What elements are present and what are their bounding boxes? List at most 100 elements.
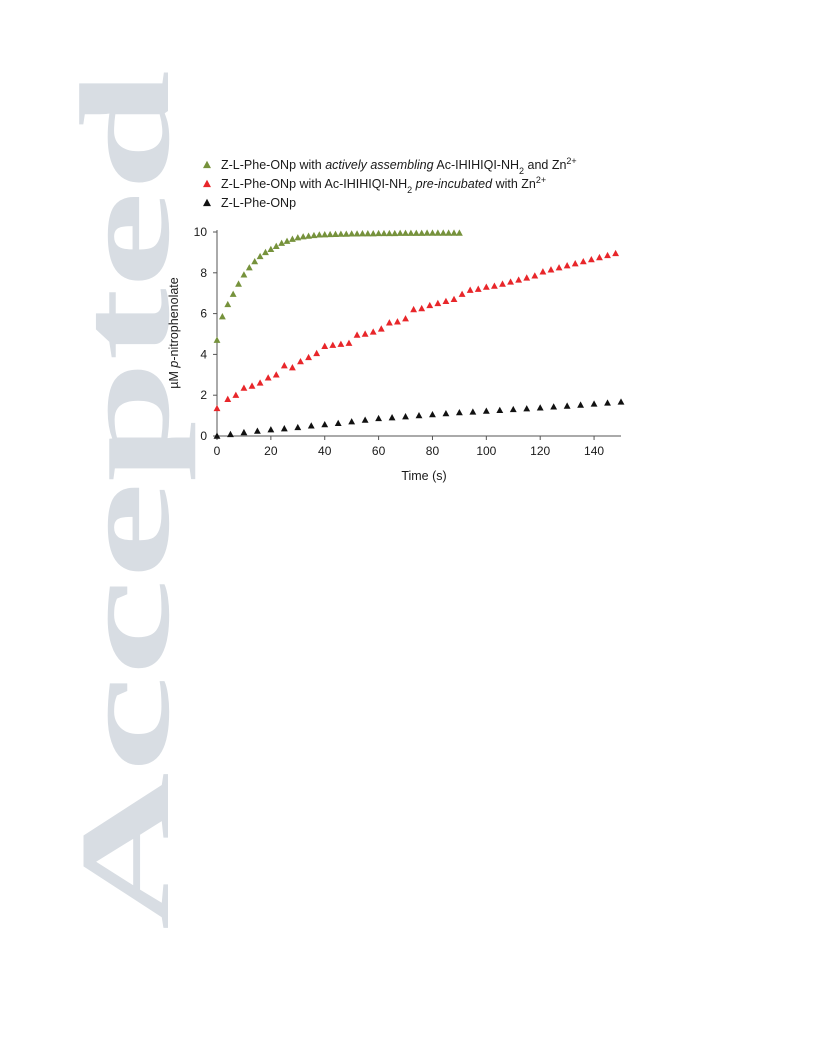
data-point xyxy=(523,405,531,412)
data-point xyxy=(429,229,436,236)
y-tick-label: 4 xyxy=(200,347,207,361)
data-points xyxy=(213,229,625,439)
legend-marker xyxy=(203,179,211,188)
x-tick-label: 60 xyxy=(372,444,386,458)
data-point xyxy=(278,239,286,246)
data-point xyxy=(272,371,280,378)
data-point xyxy=(579,257,587,265)
legend-label-run: with Zn xyxy=(492,177,536,191)
data-point xyxy=(577,401,585,408)
data-point xyxy=(418,304,426,312)
data-point xyxy=(321,231,329,238)
data-point xyxy=(280,425,288,432)
data-point xyxy=(596,253,603,261)
data-point xyxy=(329,341,337,348)
data-point xyxy=(536,404,544,411)
data-point xyxy=(402,413,409,420)
data-point xyxy=(563,262,571,269)
data-point xyxy=(375,414,383,422)
data-point xyxy=(353,230,361,237)
data-point xyxy=(423,229,431,236)
data-point xyxy=(337,230,345,237)
data-point xyxy=(294,423,302,431)
x-tick-label: 20 xyxy=(264,444,278,458)
data-point xyxy=(307,422,315,429)
data-point xyxy=(388,414,396,421)
data-point xyxy=(612,249,620,257)
data-point xyxy=(587,255,595,263)
x-axis-title: Time (s) xyxy=(401,469,446,483)
data-point xyxy=(482,283,490,290)
data-point xyxy=(385,229,393,237)
data-point xyxy=(396,229,404,236)
data-point xyxy=(253,427,261,434)
data-point xyxy=(571,260,579,267)
data-point xyxy=(353,331,361,338)
x-tick-label: 0 xyxy=(214,444,221,458)
data-point xyxy=(337,340,345,347)
data-point xyxy=(305,232,312,239)
data-point xyxy=(288,364,296,371)
data-point xyxy=(229,290,237,297)
data-point xyxy=(410,305,418,313)
watermark-text: Accepted xyxy=(54,70,196,930)
data-point xyxy=(240,271,248,278)
legend-label-run: Z-L-Phe-ONp with xyxy=(221,158,325,172)
y-tick-label: 10 xyxy=(194,225,208,239)
legend-label-run: 2 xyxy=(407,185,412,195)
data-point xyxy=(415,412,423,419)
axes xyxy=(216,230,621,437)
data-point xyxy=(426,301,434,309)
data-point xyxy=(458,290,466,297)
data-point xyxy=(280,362,288,369)
data-point xyxy=(332,230,339,237)
data-point xyxy=(305,353,312,361)
data-point xyxy=(342,230,350,237)
data-point xyxy=(224,300,232,308)
data-point xyxy=(439,229,447,236)
data-point xyxy=(455,408,463,416)
data-point xyxy=(450,229,458,236)
data-point xyxy=(394,318,401,325)
data-point xyxy=(407,229,415,236)
data-point xyxy=(213,404,221,412)
x-axis-ticks: 0 20 40 60 80 100 120 140 xyxy=(214,436,604,458)
data-point xyxy=(264,374,272,381)
data-point xyxy=(445,229,453,236)
data-point xyxy=(442,297,450,305)
data-point xyxy=(590,400,598,407)
data-point xyxy=(348,230,356,237)
data-point xyxy=(267,426,275,433)
data-point xyxy=(434,229,442,236)
data-point xyxy=(310,231,318,239)
data-point xyxy=(321,342,329,349)
y-axis-title-prefix: µM xyxy=(167,368,181,389)
x-tick-label: 80 xyxy=(426,444,440,458)
data-point xyxy=(321,420,329,428)
data-point xyxy=(361,416,369,423)
data-point xyxy=(224,395,232,402)
data-point xyxy=(604,251,611,259)
data-point xyxy=(369,230,377,237)
x-tick-label: 100 xyxy=(476,444,496,458)
legend-label-run: Z-L-Phe-ONp with Ac-IHIHIQI-NH xyxy=(221,177,407,191)
data-point xyxy=(288,235,296,242)
data-point xyxy=(469,408,477,415)
data-point xyxy=(251,257,259,265)
y-axis-ticks: 0 2 4 6 8 10 xyxy=(194,225,217,443)
data-point xyxy=(213,432,221,439)
data-point xyxy=(218,313,226,320)
legend: Z-L-Phe-ONp with actively assembling Ac-… xyxy=(203,156,577,210)
data-point xyxy=(490,282,498,289)
y-axis-title: µM p-nitrophenolate xyxy=(167,277,181,388)
data-point xyxy=(267,245,275,253)
legend-label-run: actively assembling xyxy=(325,158,433,172)
data-point xyxy=(213,336,221,343)
data-point xyxy=(482,407,490,414)
data-point xyxy=(563,402,571,409)
y-axis-title-italic: p xyxy=(167,361,181,369)
data-point xyxy=(496,406,504,413)
data-point xyxy=(256,379,264,386)
